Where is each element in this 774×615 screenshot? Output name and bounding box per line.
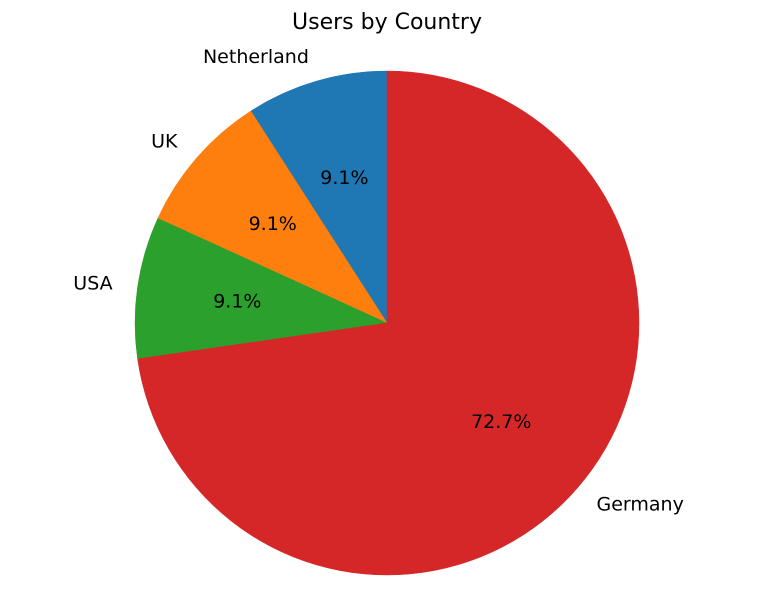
slice-label-uk: UK bbox=[151, 130, 178, 152]
pct-label-germany: 72.7% bbox=[471, 411, 531, 433]
slice-label-usa: USA bbox=[73, 273, 112, 295]
pie-slice-usa bbox=[134, 217, 388, 360]
slice-label-netherland: Netherland bbox=[203, 46, 309, 68]
pct-label-uk: 9.1% bbox=[249, 213, 297, 235]
pie-slice-netherland bbox=[250, 70, 388, 324]
pie-slice-uk bbox=[157, 110, 388, 324]
pie-slice-germany bbox=[137, 70, 640, 576]
pct-label-netherland: 9.1% bbox=[320, 167, 368, 189]
chart-title: Users by Country bbox=[292, 10, 482, 35]
slice-label-germany: Germany bbox=[596, 494, 683, 516]
pct-label-usa: 9.1% bbox=[213, 290, 261, 312]
